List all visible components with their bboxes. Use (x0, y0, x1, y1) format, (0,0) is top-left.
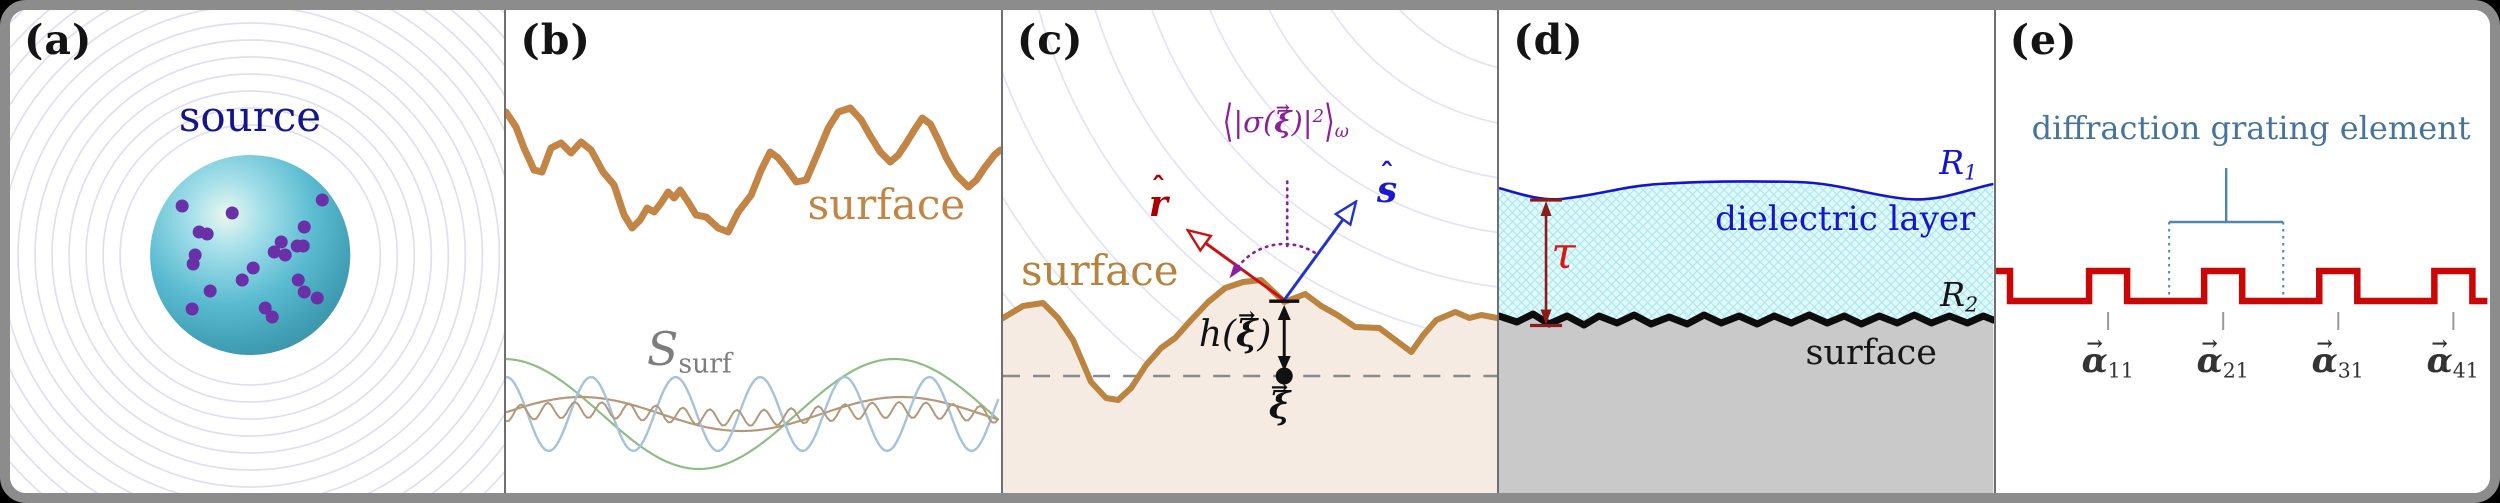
formula-omega-subscript: ω (1334, 121, 1349, 142)
source-sphere (150, 155, 351, 355)
grating-element-pointer (2167, 168, 2284, 298)
alpha-41-vector-arrow: → (2431, 330, 2448, 355)
surface-label-b: surface (807, 180, 966, 229)
rough-surface-profile (506, 104, 1001, 236)
wave-green-low-freq (506, 357, 1000, 471)
xi-position-label: → ξ (1268, 374, 1291, 427)
alpha-21-label: → α21 (2196, 330, 2249, 383)
panel-a-letter: (a) (24, 16, 93, 64)
alpha-tick-marks (2106, 312, 2455, 330)
s-hat-mark: ˆ (1379, 156, 1395, 191)
panel-e-letter: (e) (2009, 16, 2078, 64)
formula-exponent: 2 (1312, 106, 1325, 128)
surface-spectrum-label: Ssurf (624, 326, 754, 378)
height-function-label: h(→ ξ) (1198, 302, 1272, 355)
surface-fill (1002, 280, 1498, 493)
xi-vector-arrow: → (1275, 97, 1290, 118)
panel-d: (d) R1 dielectric layer R2 surface τ (1497, 10, 1994, 493)
interface1-label: R1 (1939, 143, 1978, 185)
grating-profile (1995, 267, 2488, 305)
panel-c-graphic (1002, 10, 1498, 493)
formula-open: |σ( (1233, 105, 1275, 139)
angle-arc-arrowhead (1229, 262, 1244, 279)
formula-close: )| (1291, 105, 1313, 139)
panel-e: (e) diffraction grating element → α11 → α2… (1993, 10, 2490, 493)
panel-a: (a) source (10, 10, 505, 493)
substrate-fill (1499, 314, 1994, 493)
grating-title: diffraction grating element (2031, 109, 2471, 147)
panel-b-graphic (506, 104, 1001, 471)
formula-open-angle: ⟨ (1222, 96, 1234, 148)
panel-d-graphic (1499, 180, 1994, 493)
panel-d-letter: (d) (1513, 16, 1584, 64)
xi-label-vector-arrow: → (1270, 374, 1289, 400)
surface-label-c: surface (1020, 246, 1179, 295)
alpha-31-label: → α31 (2311, 330, 2364, 383)
roughness-formula: ⟨|σ(→ ξ)|2⟩ω (1191, 97, 1381, 143)
wave-brown-slow (506, 395, 1000, 433)
height-xi-vector-arrow: → (1237, 302, 1256, 328)
s-hat-arrow (1282, 204, 1354, 301)
source-label: source (178, 92, 322, 141)
alpha-21-vector-arrow: → (2201, 330, 2218, 355)
rough-surface-profile-c (1002, 277, 1498, 403)
panel-b: (b) surface Ssurf (504, 10, 1001, 493)
alpha-11-label: → α11 (2081, 330, 2134, 383)
thickness-arrow (1530, 198, 1563, 328)
thickness-label: τ (1551, 228, 1576, 279)
dielectric-layer-region (1499, 181, 1994, 325)
surface-point-tick (1269, 299, 1300, 303)
spectrum-symbol: S (646, 322, 679, 376)
wave-blue-mid-freq (506, 375, 1000, 453)
interface2-label: R2 (1940, 275, 1979, 317)
panel-c-letter: (c) (1016, 16, 1084, 64)
surface-label-d: surface (1805, 333, 1937, 373)
alpha-31-vector-arrow: → (2316, 330, 2333, 355)
alpha-11-vector-arrow: → (2086, 330, 2103, 355)
xi-point-dot (1275, 367, 1293, 385)
spectrum-subscript: surf (678, 348, 732, 380)
panel-b-letter: (b) (520, 16, 591, 64)
panel-e-graphic (1995, 168, 2488, 330)
interface-r2-line (1499, 310, 1994, 329)
wave-brown-ripple (506, 400, 1000, 427)
alpha-41-label: → α41 (2426, 330, 2479, 383)
source-particles-group (175, 193, 329, 324)
average-angle-arc (1236, 242, 1321, 269)
height-arrowhead-up (1277, 305, 1291, 320)
height-arrowhead-down (1277, 356, 1291, 371)
dielectric-layer-label: dielectric layer (1715, 199, 1976, 239)
panel-a-graphic (10, 10, 505, 493)
formula-close-angle: ⟩ (1324, 96, 1335, 148)
wavefront-rings-group (10, 10, 505, 493)
r-hat-mark: ˆ (1151, 170, 1166, 205)
formula-xi-vector: → ξ (1274, 97, 1292, 139)
spectrum-waves-group (506, 357, 1000, 471)
